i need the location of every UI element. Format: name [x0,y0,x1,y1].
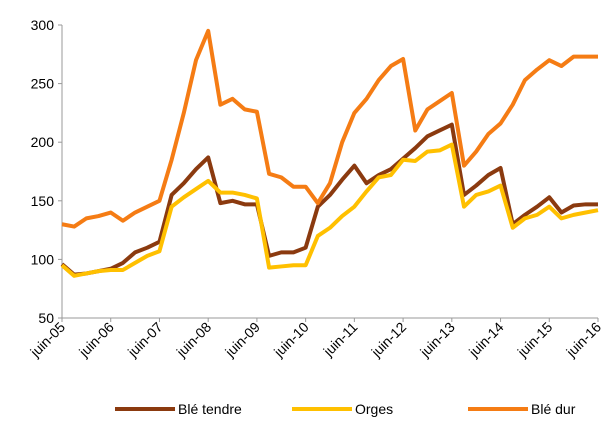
x-tick-label: juin-13 [416,319,458,361]
legend-label: Blé tendre [178,401,242,417]
x-tick-label: juin-11 [319,319,360,360]
x-tick-label: juin-15 [514,319,556,361]
x-tick-label: juin-12 [367,319,409,361]
y-tick-label: 150 [31,193,55,209]
y-tick-label: 100 [31,251,55,267]
x-tick-label: juin-16 [562,319,604,361]
y-tick-label: 200 [31,134,55,150]
legend-label: Blé dur [531,401,576,417]
y-tick-label: 50 [38,310,54,326]
x-tick-label: juin-10 [270,319,312,361]
y-tick-label: 300 [31,17,55,33]
series-line [61,28,598,229]
x-tick-label: juin-08 [173,319,215,361]
x-tick-label: juin-07 [124,319,166,361]
series-line [60,122,598,277]
x-tick-label: juin-09 [221,319,263,361]
series-line [60,142,599,278]
y-tick-label: 250 [31,76,55,92]
x-tick-label: juin-06 [75,319,117,361]
x-tick-label: juin-14 [465,319,507,361]
legend-label: Orges [355,401,393,417]
